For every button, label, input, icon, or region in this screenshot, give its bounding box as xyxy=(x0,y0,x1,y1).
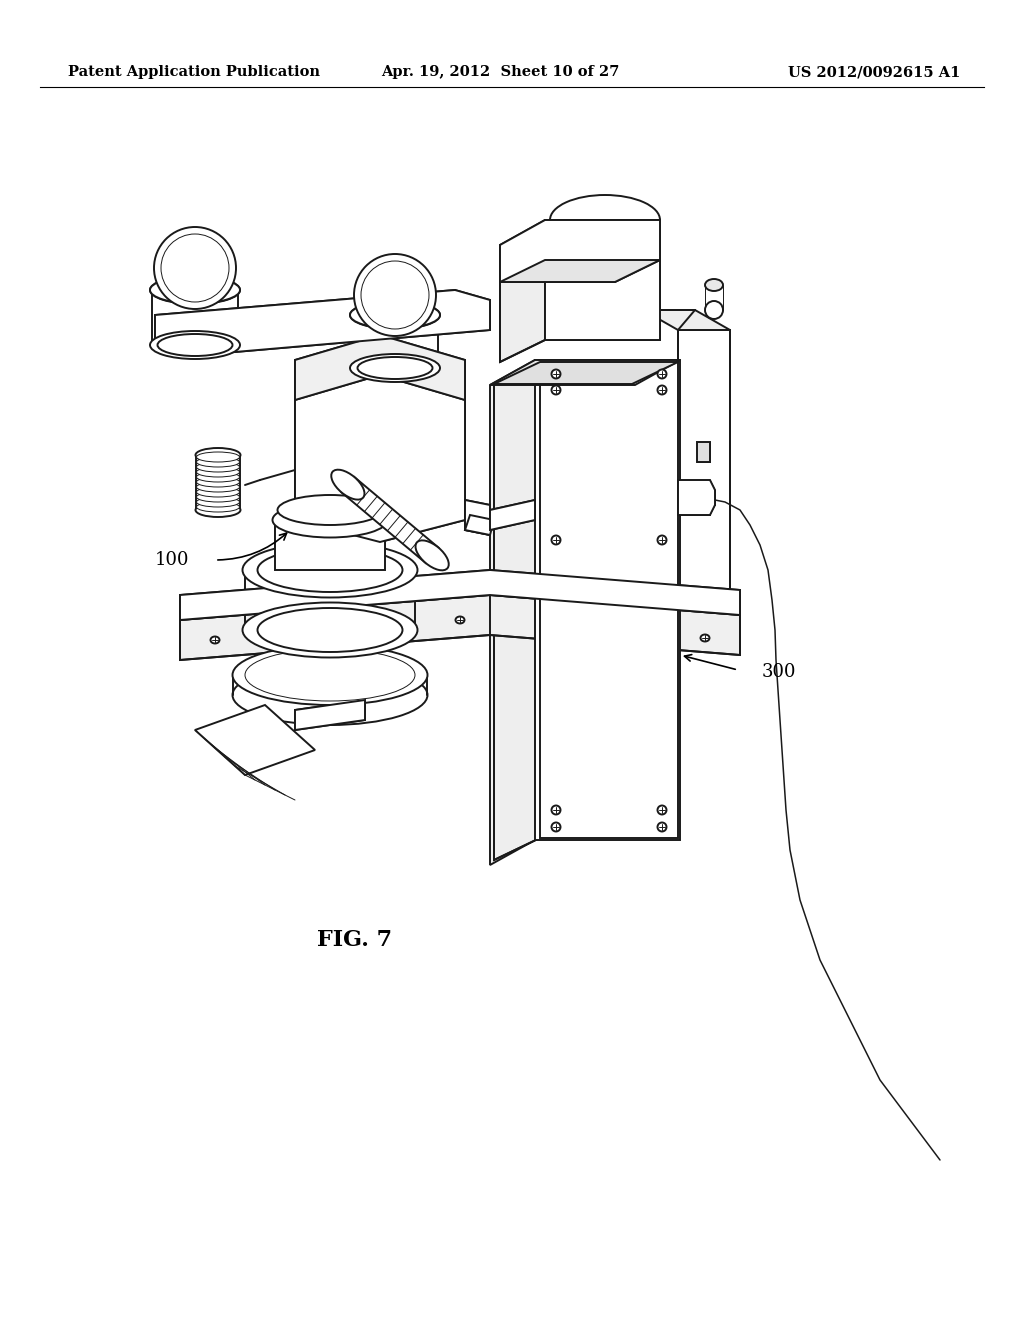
Ellipse shape xyxy=(197,498,240,507)
Ellipse shape xyxy=(552,822,560,832)
Ellipse shape xyxy=(657,822,667,832)
Ellipse shape xyxy=(552,805,560,814)
Text: 300: 300 xyxy=(762,663,797,681)
Polygon shape xyxy=(678,330,730,590)
Ellipse shape xyxy=(150,276,240,304)
Ellipse shape xyxy=(150,331,240,359)
Ellipse shape xyxy=(161,234,229,302)
Polygon shape xyxy=(180,570,740,620)
Ellipse shape xyxy=(456,616,465,623)
Ellipse shape xyxy=(657,805,667,814)
Ellipse shape xyxy=(700,635,710,642)
Ellipse shape xyxy=(197,462,240,473)
Ellipse shape xyxy=(416,540,449,570)
Polygon shape xyxy=(155,290,490,355)
Ellipse shape xyxy=(197,457,240,467)
Polygon shape xyxy=(678,480,715,515)
Ellipse shape xyxy=(197,502,240,512)
Ellipse shape xyxy=(211,636,219,644)
Ellipse shape xyxy=(197,487,240,498)
Polygon shape xyxy=(697,442,710,462)
Ellipse shape xyxy=(257,609,402,652)
Ellipse shape xyxy=(552,385,560,395)
Polygon shape xyxy=(643,310,730,330)
Ellipse shape xyxy=(197,451,240,462)
Ellipse shape xyxy=(150,276,240,304)
Text: Apr. 19, 2012  Sheet 10 of 27: Apr. 19, 2012 Sheet 10 of 27 xyxy=(381,65,620,79)
Ellipse shape xyxy=(657,385,667,395)
Ellipse shape xyxy=(552,370,560,379)
Polygon shape xyxy=(494,362,678,384)
Ellipse shape xyxy=(197,477,240,487)
Polygon shape xyxy=(295,700,365,730)
Ellipse shape xyxy=(278,495,383,525)
Ellipse shape xyxy=(154,227,236,309)
Text: FIG. 7: FIG. 7 xyxy=(317,929,392,950)
Polygon shape xyxy=(295,335,465,400)
Ellipse shape xyxy=(350,301,440,329)
Polygon shape xyxy=(465,515,494,535)
Polygon shape xyxy=(180,595,740,660)
Ellipse shape xyxy=(158,334,232,356)
Ellipse shape xyxy=(705,301,723,319)
Text: US 2012/0092615 A1: US 2012/0092615 A1 xyxy=(787,65,961,79)
Ellipse shape xyxy=(257,548,402,591)
Polygon shape xyxy=(341,477,438,564)
Ellipse shape xyxy=(357,356,432,379)
Polygon shape xyxy=(494,362,540,861)
Ellipse shape xyxy=(361,261,429,329)
Ellipse shape xyxy=(350,354,440,381)
Polygon shape xyxy=(500,220,660,282)
Ellipse shape xyxy=(197,473,240,482)
Text: Patent Application Publication: Patent Application Publication xyxy=(68,65,319,79)
Ellipse shape xyxy=(243,602,418,657)
Ellipse shape xyxy=(272,503,387,537)
Polygon shape xyxy=(490,360,535,865)
Polygon shape xyxy=(195,705,315,775)
Ellipse shape xyxy=(232,645,427,705)
Polygon shape xyxy=(500,260,660,282)
Ellipse shape xyxy=(552,536,560,544)
Text: 100: 100 xyxy=(155,550,189,569)
Ellipse shape xyxy=(657,370,667,379)
Polygon shape xyxy=(490,360,680,385)
Ellipse shape xyxy=(245,649,415,701)
Polygon shape xyxy=(540,362,678,838)
Polygon shape xyxy=(465,500,490,535)
Ellipse shape xyxy=(350,301,440,329)
Ellipse shape xyxy=(196,447,241,462)
Polygon shape xyxy=(490,500,535,531)
Polygon shape xyxy=(545,260,660,341)
Ellipse shape xyxy=(705,279,723,290)
Ellipse shape xyxy=(197,467,240,477)
Ellipse shape xyxy=(243,543,418,598)
Ellipse shape xyxy=(197,492,240,502)
Ellipse shape xyxy=(196,503,241,517)
Ellipse shape xyxy=(331,470,365,499)
Polygon shape xyxy=(275,520,385,570)
Ellipse shape xyxy=(232,665,427,725)
Ellipse shape xyxy=(657,536,667,544)
Polygon shape xyxy=(295,375,465,543)
Ellipse shape xyxy=(354,253,436,337)
Ellipse shape xyxy=(197,482,240,492)
Polygon shape xyxy=(535,360,680,840)
Polygon shape xyxy=(500,260,545,362)
